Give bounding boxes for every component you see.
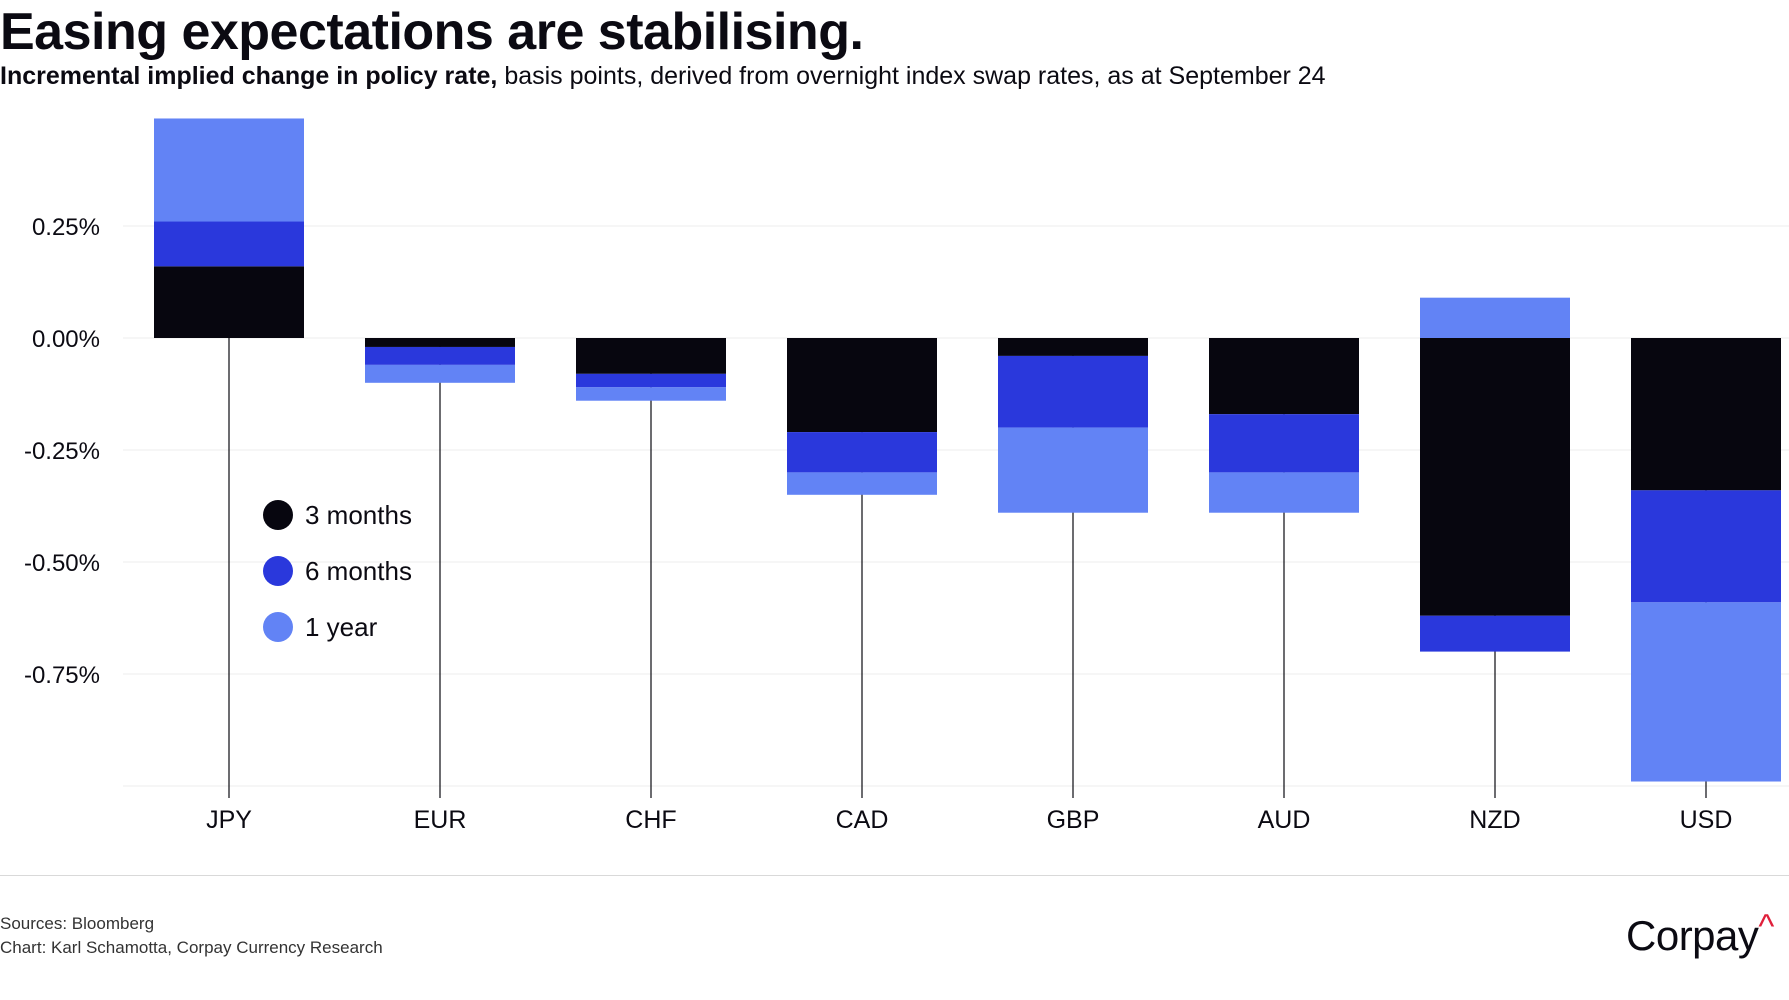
bar-segment-jpy-1-year bbox=[154, 118, 304, 222]
bar-segment-cad-3-months bbox=[787, 338, 937, 433]
x-tick-label: EUR bbox=[414, 806, 467, 834]
bar-segment-chf-3-months bbox=[576, 338, 726, 374]
y-tick-label: -0.50% bbox=[24, 550, 100, 577]
bar-segment-gbp-6-months bbox=[998, 355, 1148, 428]
bar-segment-usd-1-year bbox=[1631, 602, 1781, 782]
bar-segment-chf-1-year bbox=[576, 387, 726, 401]
bar-segment-nzd-1-year bbox=[1420, 297, 1570, 338]
legend-swatch bbox=[263, 500, 293, 530]
logo-caret-icon: ^ bbox=[1758, 908, 1774, 946]
x-tick-label: USD bbox=[1680, 806, 1733, 834]
y-tick-label: 0.00% bbox=[32, 326, 100, 353]
chart-title: Easing expectations are stabilising. bbox=[0, 3, 864, 61]
bar-segment-aud-3-months bbox=[1209, 338, 1359, 415]
legend-label: 3 months bbox=[305, 500, 412, 530]
legend-swatch bbox=[263, 612, 293, 642]
x-tick-label: GBP bbox=[1047, 806, 1100, 834]
y-tick-label: -0.25% bbox=[24, 438, 100, 465]
bar-segment-eur-6-months bbox=[365, 346, 515, 365]
subtitle-lead: Incremental implied change in policy rat… bbox=[0, 62, 498, 90]
bar-segment-nzd-6-months bbox=[1420, 615, 1570, 652]
bar-segment-gbp-3-months bbox=[998, 338, 1148, 356]
x-tick-label: NZD bbox=[1469, 806, 1520, 834]
y-tick-label: 0.25% bbox=[32, 214, 100, 241]
x-tick-label: JPY bbox=[206, 806, 252, 834]
bar-segment-nzd-3-months bbox=[1420, 338, 1570, 616]
x-tick-label: AUD bbox=[1258, 806, 1311, 834]
bar-segment-gbp-1-year bbox=[998, 427, 1148, 513]
bar-segment-eur-3-months bbox=[365, 338, 515, 347]
bar-segment-eur-1-year bbox=[365, 364, 515, 383]
bar-segment-usd-3-months bbox=[1631, 338, 1781, 491]
x-tick-label: CHF bbox=[625, 806, 676, 834]
y-tick-label: -0.75% bbox=[24, 662, 100, 689]
chart-credit: Chart: Karl Schamotta, Corpay Currency R… bbox=[0, 938, 383, 957]
x-tick-label: CAD bbox=[836, 806, 889, 834]
stacked-bar-chart: 0.25% 0.00% -0.25% -0.50% -0.75% JPY EUR CHF CAD… bbox=[24, 118, 1789, 834]
bar-segment-cad-6-months bbox=[787, 432, 937, 473]
chart-subtitle: Incremental implied change in policy rat… bbox=[0, 62, 1326, 91]
bar-segment-cad-1-year bbox=[787, 472, 937, 495]
legend-label: 6 months bbox=[305, 556, 412, 586]
legend-label: 1 year bbox=[305, 612, 378, 642]
legend-swatch bbox=[263, 556, 293, 586]
sources-note: Sources: Bloomberg bbox=[0, 914, 155, 933]
bar-segment-aud-6-months bbox=[1209, 414, 1359, 473]
bar-segment-jpy-3-months bbox=[154, 266, 304, 338]
bar-segment-jpy-6-months bbox=[154, 221, 304, 267]
bar-segment-usd-6-months bbox=[1631, 490, 1781, 603]
subtitle-rest: basis points, derived from overnight ind… bbox=[497, 62, 1326, 90]
bar-segment-chf-6-months bbox=[576, 373, 726, 388]
footer-divider bbox=[0, 875, 1789, 876]
bar-segment-aud-1-year bbox=[1209, 472, 1359, 513]
logo-text: Corpay bbox=[1626, 912, 1759, 959]
corpay-logo: Corpay^ bbox=[1626, 908, 1774, 960]
